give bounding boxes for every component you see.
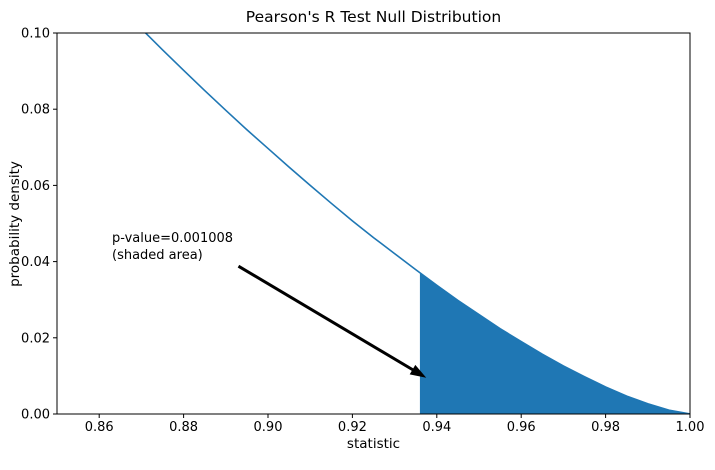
- y-tick-label: 0.06: [21, 179, 50, 194]
- axes-box: [56, 32, 691, 415]
- x-tick-label: 0.98: [591, 420, 620, 435]
- annotation-line-2: (shaded area): [112, 247, 203, 263]
- y-tick-label: 0.04: [21, 255, 50, 270]
- x-tick-label: 0.90: [254, 420, 283, 435]
- chart-title: Pearson's R Test Null Distribution: [245, 8, 502, 26]
- x-tick-label: 0.88: [169, 420, 198, 435]
- density-curve: [144, 33, 690, 414]
- y-tick-label: 0.10: [21, 27, 50, 42]
- annotation-arrow-shaft: [237, 264, 415, 372]
- y-tick-label: 0.08: [21, 103, 50, 118]
- y-tick-label: 0.00: [21, 408, 50, 423]
- x-tick-label: 0.96: [507, 420, 536, 435]
- x-tick-label: 0.94: [422, 420, 451, 435]
- y-tick-label: 0.02: [21, 331, 50, 346]
- p-value-annotation: p-value=0.001008 (shaded area): [112, 231, 233, 264]
- annotation-line-1: p-value=0.001008: [112, 231, 234, 246]
- annotation-arrow-head: [409, 364, 427, 378]
- x-tick-label: 1.00: [676, 420, 705, 435]
- shaded-pvalue-area: [419, 272, 690, 414]
- y-axis-label: probability density: [7, 161, 23, 287]
- x-axis-label: statistic: [346, 436, 401, 452]
- x-tick-label: 0.86: [85, 420, 114, 435]
- x-tick-label: 0.92: [338, 420, 367, 435]
